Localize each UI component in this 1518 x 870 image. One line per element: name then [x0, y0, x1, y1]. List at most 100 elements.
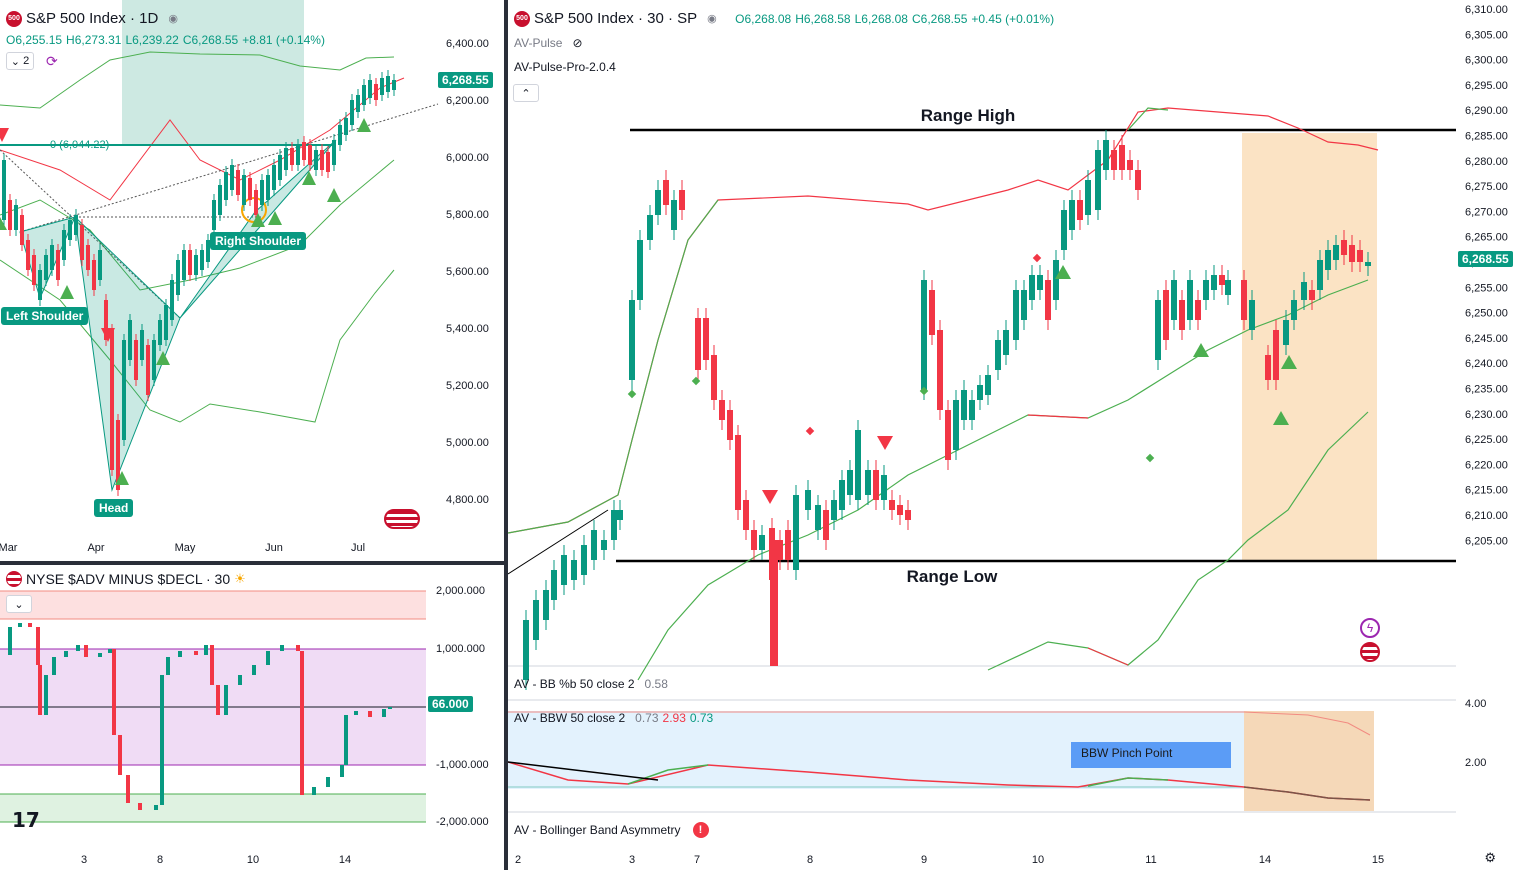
av-pulse-label[interactable]: AV-Pulse — [514, 36, 563, 50]
main-candle — [1069, 200, 1075, 230]
breadth-candle — [38, 665, 42, 715]
main-price-tick: 6,240.00 — [1465, 358, 1508, 370]
main-price-tick: 6,295.00 — [1465, 80, 1508, 92]
av-pulse-pro-label[interactable]: AV-Pulse-Pro-2.0.4 — [514, 60, 616, 74]
daily-symbol-title[interactable]: S&P 500 Index · 1D — [26, 10, 159, 27]
price-tick: 4,800.00 — [446, 494, 489, 506]
main-price-tick: 6,300.00 — [1465, 55, 1508, 67]
main-collapse-button[interactable]: ⌃ — [513, 84, 539, 102]
settings-gear-icon[interactable]: ⚙ — [1484, 850, 1496, 865]
us-flag-events-icon[interactable] — [1360, 642, 1380, 662]
breadth-price-tick: 1,000.000 — [436, 643, 485, 655]
daily-candle — [284, 148, 288, 170]
right-shoulder-label: Right Shoulder — [210, 232, 306, 250]
head-label: Head — [94, 499, 134, 517]
pane-divider-vertical[interactable] — [504, 0, 508, 870]
indicator-av-pulse-pro[interactable]: AV-Pulse-Pro-2.0.4 — [514, 60, 616, 74]
main-candle — [543, 590, 549, 620]
daily-candle — [116, 420, 120, 490]
breadth-candle — [300, 651, 304, 795]
main-candle — [1219, 275, 1225, 285]
trend-dotted — [0, 149, 181, 319]
daily-candle — [308, 145, 312, 165]
sync-icon[interactable]: ⟳ — [46, 53, 58, 69]
main-candle — [655, 190, 661, 215]
daily-candle — [242, 175, 246, 205]
daily-last-price-tag: 6,268.55 — [438, 72, 493, 88]
breadth-candle — [340, 765, 344, 777]
bbw-pinch-point-label: BBW Pinch Point — [1071, 742, 1231, 768]
daily-candle — [74, 215, 78, 235]
daily-candle — [326, 152, 330, 172]
time-tick: Apr — [87, 542, 104, 554]
bb-pct-label[interactable]: AV - BB %b 50 close 2 — [514, 677, 635, 691]
pane-divider-horizontal[interactable] — [0, 561, 504, 565]
main-candle — [1211, 275, 1217, 290]
daily-candle — [140, 330, 144, 360]
daily-candle — [14, 205, 18, 230]
daily-candle — [128, 320, 132, 360]
breadth-candle — [76, 645, 80, 651]
main-symbol-title[interactable]: S&P 500 Index · 30 · SP — [534, 10, 698, 27]
main-time-tick: 15 — [1372, 854, 1384, 866]
daily-candle — [278, 155, 282, 180]
daily-candle — [158, 320, 162, 345]
breadth-chart-canvas[interactable]: 2,000.000 1,000.000 -1,000.000 -2,000.000 3 8… — [0, 565, 504, 870]
daily-candle — [98, 250, 102, 280]
breadth-candle — [178, 651, 182, 657]
main-candle — [977, 385, 983, 400]
price-tick: 6,000.00 — [446, 152, 489, 164]
us-flag-events-icon[interactable] — [384, 509, 420, 529]
buy-triangle — [327, 188, 341, 202]
breadth-candle — [252, 665, 256, 675]
time-tick: Mar — [0, 542, 18, 554]
daily-chart-pane[interactable]: 6,400.00 6,200.00 6,000.00 5,800.00 5,600.00… — [0, 0, 504, 561]
intraday-chart-pane[interactable]: 6,310.00 6,305.00 6,300.00 6,295.00 6,290.00… — [508, 0, 1518, 870]
bb-pct-legend[interactable]: AV - BB %b 50 close 2 0.58 — [514, 677, 668, 691]
indicator-av-pulse[interactable]: AV-Pulse ⊘ — [514, 36, 583, 50]
bbw-label[interactable]: AV - BBW 50 close 2 — [514, 711, 626, 725]
breadth-collapse-button[interactable]: ⌄ — [6, 595, 32, 613]
main-candle — [1013, 290, 1019, 340]
daily-candle — [44, 255, 48, 280]
daily-candle — [218, 185, 222, 215]
time-tick: Jul — [351, 542, 365, 554]
breadth-candle — [18, 623, 22, 627]
daily-candle — [368, 80, 372, 98]
daily-candle — [62, 230, 66, 260]
main-candle — [1333, 245, 1339, 260]
price-tick: 6,400.00 — [446, 38, 489, 50]
tradingview-logo-icon[interactable]: 17 — [12, 808, 40, 832]
daily-candle — [176, 260, 180, 295]
breadth-price-tick: 2,000.000 — [436, 585, 485, 597]
hide-eye-icon[interactable]: ◉ — [168, 12, 178, 25]
indicators-collapse-button[interactable]: ⌄ 2 — [6, 52, 34, 70]
buy-triangle — [156, 351, 170, 365]
main-candle — [1203, 280, 1209, 300]
daily-candle — [32, 255, 36, 285]
mid-band — [0, 77, 405, 201]
neckline — [19, 103, 439, 233]
breadth-candle — [118, 735, 122, 775]
breadth-chart-pane[interactable]: 2,000.000 1,000.000 -1,000.000 -2,000.000 3 8… — [0, 565, 504, 870]
warning-icon[interactable]: ! — [692, 822, 709, 838]
daily-candle — [26, 240, 30, 270]
asym-label[interactable]: AV - Bollinger Band Asymmetry — [514, 823, 681, 837]
intraday-chart-canvas[interactable]: 6,310.00 6,305.00 6,300.00 6,295.00 6,290.00… — [508, 0, 1518, 870]
visibility-off-icon[interactable]: ⊘ — [572, 36, 583, 50]
daily-chart-canvas[interactable]: 6,400.00 6,200.00 6,000.00 5,800.00 5,600.00… — [0, 0, 504, 561]
main-high: H6,268.58 — [795, 11, 851, 26]
main-candle — [1003, 330, 1009, 355]
hide-eye-icon[interactable]: ◉ — [707, 12, 717, 25]
main-candle — [1163, 290, 1169, 340]
lightning-event-icon[interactable]: ϟ — [1360, 618, 1380, 638]
main-candle — [1325, 250, 1331, 270]
bbw-value-2: 2.93 — [662, 711, 686, 725]
bbw-legend[interactable]: AV - BBW 50 close 2 0.73 2.93 0.73 — [514, 711, 713, 725]
overbought-zone — [0, 591, 426, 619]
breadth-symbol-title[interactable]: NYSE $ADV MINUS $DECL · 30 — [26, 571, 231, 587]
asym-legend[interactable]: AV - Bollinger Band Asymmetry ! — [514, 822, 709, 838]
main-candle — [831, 500, 837, 520]
daily-candle — [212, 200, 216, 230]
buy-triangle — [302, 171, 316, 185]
